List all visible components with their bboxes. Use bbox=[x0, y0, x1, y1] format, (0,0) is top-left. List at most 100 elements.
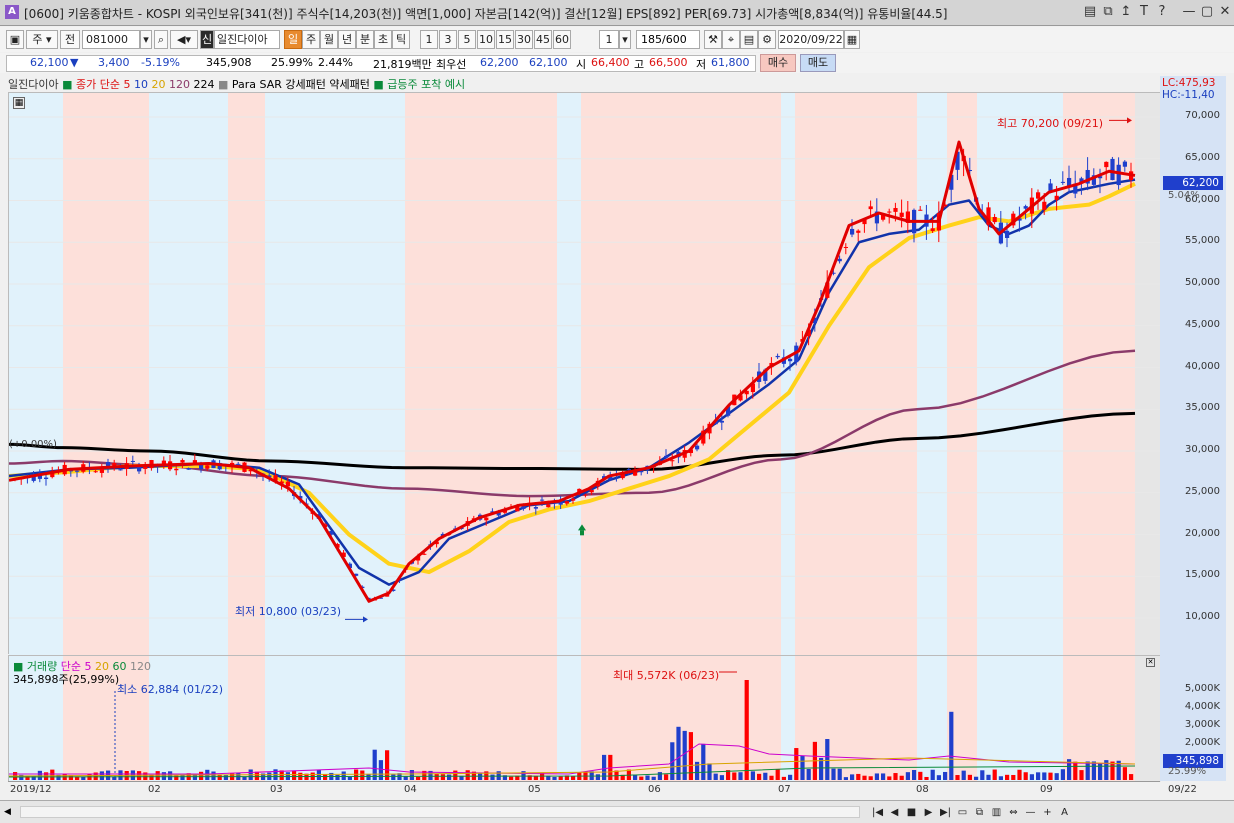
volume-bar-175 bbox=[1098, 763, 1103, 780]
interval-1-button[interactable]: 주 bbox=[302, 30, 320, 49]
prev-icon[interactable]: ◀ bbox=[890, 807, 899, 818]
interval-5-button[interactable]: 초 bbox=[374, 30, 392, 49]
grid-icon[interactable]: ▤ bbox=[1083, 4, 1097, 19]
candle-167 bbox=[1048, 183, 1053, 191]
volume-bar-136 bbox=[856, 773, 861, 780]
volume-bar-78 bbox=[496, 771, 501, 780]
volume-bar-76 bbox=[484, 771, 489, 780]
volume-ma60-line bbox=[9, 765, 1136, 778]
quote-open: 66,400 bbox=[591, 56, 630, 69]
volume-bar-22 bbox=[149, 774, 154, 780]
minute-step-60-button[interactable]: 60 bbox=[553, 30, 571, 49]
calendar-icon[interactable]: ▦ bbox=[844, 30, 860, 49]
help-icon[interactable]: ? bbox=[1158, 4, 1166, 19]
candle-146 bbox=[918, 209, 923, 211]
candle-98 bbox=[620, 473, 625, 479]
candle-168 bbox=[1054, 195, 1059, 200]
search-icon[interactable]: ⌕ bbox=[154, 30, 168, 49]
volume-bar-77 bbox=[490, 774, 495, 780]
volume-bar-128 bbox=[806, 768, 811, 780]
interval-0-button[interactable]: 일 bbox=[284, 30, 302, 49]
legend-ma224: 224 bbox=[193, 78, 215, 91]
volume-bar-160 bbox=[1005, 774, 1010, 780]
minute-step-45-button[interactable]: 45 bbox=[534, 30, 552, 49]
scroll-left-icon[interactable]: ◀ bbox=[4, 807, 11, 817]
candle-133 bbox=[837, 258, 842, 262]
volume-bar-134 bbox=[843, 777, 848, 780]
volume-tick-2: 3,000K bbox=[1184, 719, 1220, 731]
stop-icon[interactable]: ■ bbox=[906, 807, 917, 818]
code-dropdown-icon[interactable]: ▾ bbox=[140, 30, 152, 49]
quote-change: 3,400 bbox=[98, 56, 130, 69]
minute-step-10-button[interactable]: 10 bbox=[477, 30, 495, 49]
volume-bar-63 bbox=[403, 776, 408, 780]
minimize-icon[interactable]: — bbox=[1182, 4, 1196, 19]
close-panel-icon[interactable]: ✕ bbox=[1146, 658, 1155, 667]
candle-30 bbox=[199, 463, 204, 470]
last-icon[interactable]: ▶| bbox=[939, 807, 952, 818]
interval-3-button[interactable]: 년 bbox=[338, 30, 356, 49]
x-tick-7: 08 bbox=[916, 784, 929, 795]
volume-bar-6 bbox=[50, 769, 55, 780]
price-chart[interactable]: ▦ 최고 70,200 (09/21) 최저 10,800 (03/23) (+… bbox=[8, 92, 1161, 655]
interval-2-button[interactable]: 월 bbox=[320, 30, 338, 49]
first-icon[interactable]: |◀ bbox=[871, 807, 884, 818]
text-size-icon[interactable]: A bbox=[1061, 807, 1068, 818]
minute-step-30-button[interactable]: 30 bbox=[515, 30, 533, 49]
volume-chart[interactable]: ■ 거래량 단순 5 20 60 120 345,898주(25,99%) 최소… bbox=[8, 655, 1161, 782]
interval-4-button[interactable]: 분 bbox=[356, 30, 374, 49]
volume-ma20-line bbox=[9, 757, 1136, 777]
crosshair-icon[interactable]: ⌖ bbox=[722, 30, 740, 49]
layout-icon[interactable]: ▣ bbox=[6, 30, 24, 49]
minute-step-5-button[interactable]: 5 bbox=[458, 30, 476, 49]
minute-step-15-button[interactable]: 15 bbox=[496, 30, 514, 49]
down-arrow-icon: ▼ bbox=[70, 56, 79, 69]
interval-6-button[interactable]: 틱 bbox=[392, 30, 410, 49]
next-icon[interactable]: ▶ bbox=[924, 807, 933, 818]
plus-icon[interactable]: + bbox=[1043, 807, 1052, 818]
volume-bar-98 bbox=[620, 774, 625, 780]
minute-step-1-button[interactable]: 1 bbox=[420, 30, 438, 49]
close-icon[interactable]: ✕ bbox=[1219, 4, 1231, 19]
candle-93 bbox=[589, 490, 594, 493]
quote-ratio: 2.44% bbox=[318, 56, 353, 69]
date-input[interactable]: 2020/09/22 bbox=[778, 30, 844, 49]
step-dropdown-icon[interactable]: ▾ bbox=[619, 30, 631, 49]
step-select[interactable]: 1 bbox=[599, 30, 619, 49]
volume-bar-24 bbox=[161, 772, 166, 780]
volume-bar-30 bbox=[199, 771, 204, 780]
tool-icon[interactable]: ⚒ bbox=[704, 30, 722, 49]
split-icon[interactable]: ⧉ bbox=[975, 807, 984, 818]
zoom-out-icon[interactable]: ▭ bbox=[957, 807, 968, 818]
buy-button[interactable]: 매수 bbox=[760, 54, 796, 72]
sound-icon[interactable]: ◀▾ bbox=[170, 30, 198, 49]
vol-band-6 bbox=[557, 656, 581, 782]
chart-menu-icon[interactable]: ▦ bbox=[13, 97, 25, 109]
volume-tick-3: 2,000K bbox=[1184, 737, 1220, 749]
volume-bar-83 bbox=[527, 775, 532, 780]
sell-button[interactable]: 매도 bbox=[800, 54, 836, 72]
restore-icon[interactable]: ⧉ bbox=[1103, 4, 1113, 19]
prev-button[interactable]: 전 bbox=[60, 30, 80, 49]
chart-icon[interactable]: ▥ bbox=[991, 807, 1002, 818]
count-field[interactable]: 185/600 bbox=[636, 30, 700, 49]
chart-band-12 bbox=[977, 93, 1063, 655]
scroll-track[interactable] bbox=[20, 806, 860, 818]
volume-bar-126 bbox=[794, 748, 799, 780]
candle-20 bbox=[137, 465, 142, 472]
minute-step-3-button[interactable]: 3 bbox=[439, 30, 457, 49]
code-input[interactable]: 081000 bbox=[82, 30, 140, 49]
gear-icon[interactable]: ⚙ bbox=[758, 30, 776, 49]
fit-icon[interactable]: ⇔ bbox=[1009, 807, 1018, 818]
vol-band-2 bbox=[149, 656, 228, 782]
pin-icon[interactable]: ↥ bbox=[1120, 4, 1132, 19]
period-type-select[interactable]: 주 ▾ bbox=[26, 30, 58, 49]
minus-icon[interactable]: — bbox=[1025, 807, 1036, 818]
quote-price: 62,100 bbox=[30, 56, 69, 69]
candle-148 bbox=[930, 228, 935, 232]
candle-152 bbox=[955, 151, 960, 170]
text-icon[interactable]: T bbox=[1140, 4, 1148, 19]
save-icon[interactable]: ▤ bbox=[740, 30, 758, 49]
candle-166 bbox=[1042, 201, 1047, 210]
maximize-icon[interactable]: ▢ bbox=[1200, 4, 1214, 19]
